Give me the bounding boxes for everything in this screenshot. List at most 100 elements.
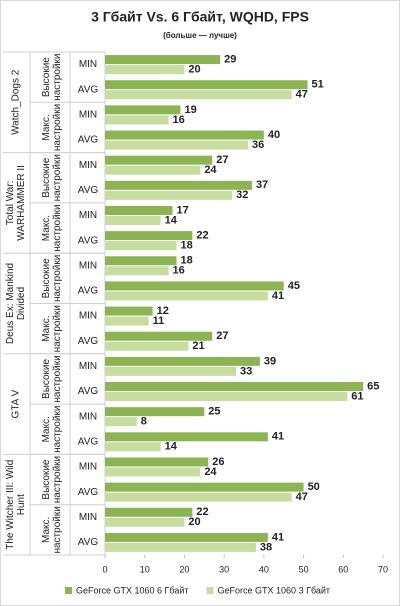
y-tick-label: AVG [78,135,99,146]
bar [105,115,169,125]
bar [105,105,181,115]
y-tick-label: AVG [78,386,99,397]
bar [105,180,252,190]
bar [105,366,237,376]
y-tick-label: MIN [79,462,97,473]
value-label: 39 [264,355,276,367]
bar [105,215,161,225]
subgroup-label: настройки [52,456,63,503]
value-label: 12 [157,305,169,317]
value-label: 40 [268,129,280,141]
value-label: 37 [256,179,268,191]
subgroup-label-group: Макс. настройки [41,406,63,453]
bar [105,281,284,291]
bar [105,507,193,517]
chart-subtitle: (больше — лучше) [163,31,237,40]
value-label: 16 [173,114,185,126]
bar [105,442,161,452]
value-label: 33 [240,365,252,377]
value-label: 14 [165,441,178,453]
bar [105,165,201,175]
subgroup-label: настройки [52,406,63,453]
bar [105,80,308,90]
y-tick-label: MIN [79,160,97,171]
subgroup-label-group: Высокие настройки [41,53,63,100]
subgroup-label: настройки [52,154,63,201]
bar [105,407,205,417]
value-label: 41 [272,290,284,302]
subgroup-label-group: Высокие настройки [41,154,63,201]
y-tick-label: MIN [79,311,97,322]
value-label: 25 [208,406,220,418]
bar [105,205,173,215]
bar [105,130,264,140]
y-tick-label: AVG [78,487,99,498]
value-label: 20 [188,63,200,75]
value-label: 16 [173,265,185,277]
subgroup-label: настройки [52,355,63,402]
subgroup-label: Высокие [41,157,52,197]
bar [105,356,260,366]
subgroup-label-group: Высокие настройки [41,355,63,402]
legend-label: GeForce GTX 1060 3 Гбайт [218,585,331,595]
value-label: 26 [212,456,224,468]
bar [105,155,213,165]
value-label: 47 [296,491,308,503]
bar [105,306,153,316]
subgroup-label-group: Макс. настройки [41,104,63,151]
chart-title: 3 Гбайт Vs. 6 Гбайт, WQHD, FPS [91,9,309,25]
y-tick-label: AVG [78,286,99,297]
y-tick-label: AVG [78,84,99,95]
group-label-group: The Witcher III: Wild Hunt [5,460,27,550]
bar [105,482,304,492]
subgroup-label: Макс. [41,416,52,442]
value-label: 17 [177,204,189,216]
subgroup-label: настройки [52,506,63,553]
group-label-group: Deus Ex: Mankind Divided [5,263,27,344]
bar [105,467,201,477]
subgroup-label-group: Высокие настройки [41,456,63,503]
x-tick-label: 50 [299,564,309,574]
value-label: 38 [260,541,272,553]
subgroup-label-group: Макс. настройки [41,506,63,553]
value-label: 19 [184,104,196,116]
value-label: 27 [216,330,228,342]
x-tick-label: 70 [378,564,388,574]
bar [105,231,193,241]
bar [105,65,185,75]
value-label: 18 [180,255,192,267]
y-tick-label: MIN [79,512,97,523]
bar [105,457,209,467]
bar [105,382,364,392]
subgroup-label-group: Макс. настройки [41,204,63,251]
group-label: Divided [16,287,27,320]
value-label: 32 [236,189,248,201]
value-label: 21 [192,340,204,352]
group-label: Total War: [5,181,16,226]
legend-label: GeForce GTX 1060 6 Гбайт [76,585,189,595]
subgroup-label: Высокие [41,57,52,97]
subgroup-label: Высокие [41,258,52,298]
subgroup-label: настройки [52,104,63,151]
subgroup-label: Высокие [41,358,52,398]
subgroup-label: настройки [52,255,63,302]
y-tick-label: MIN [79,361,97,372]
value-label: 22 [196,506,208,518]
subgroup-label: настройки [52,53,63,100]
value-label: 45 [288,280,300,292]
y-tick-label: AVG [78,336,99,347]
value-label: 61 [351,390,363,402]
bar [105,432,268,442]
y-tick-label: MIN [79,59,97,70]
group-label: Watch_Dogs 2 [11,69,22,135]
value-label: 41 [272,531,284,543]
bar [105,316,149,326]
bar [105,241,177,251]
value-label: 51 [312,79,324,91]
bar [105,190,233,200]
value-label: 24 [204,466,217,478]
subgroup-label: настройки [52,204,63,251]
subgroup-label: Макс. [41,114,52,140]
x-tick-label: 40 [259,564,269,574]
value-label: 24 [204,164,217,176]
